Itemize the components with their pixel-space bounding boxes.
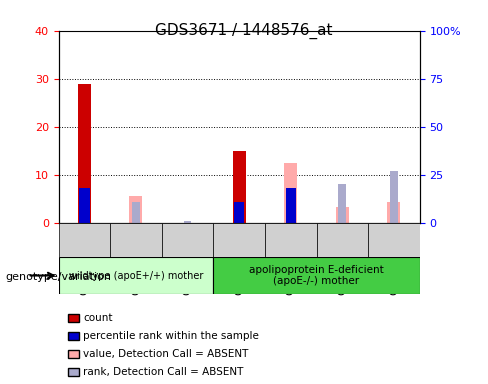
- Bar: [387, 202, 400, 223]
- Bar: [78, 84, 91, 223]
- Text: genotype/variation: genotype/variation: [5, 272, 111, 282]
- Bar: [234, 202, 244, 223]
- Bar: [284, 163, 297, 223]
- FancyBboxPatch shape: [213, 223, 265, 257]
- Text: rank, Detection Call = ABSENT: rank, Detection Call = ABSENT: [83, 367, 244, 377]
- Bar: [233, 151, 245, 223]
- Bar: [79, 188, 89, 223]
- FancyBboxPatch shape: [110, 223, 162, 257]
- FancyBboxPatch shape: [162, 223, 213, 257]
- Text: apolipoprotein E-deficient
(apoE-/-) mother: apolipoprotein E-deficient (apoE-/-) mot…: [249, 265, 384, 286]
- Text: value, Detection Call = ABSENT: value, Detection Call = ABSENT: [83, 349, 248, 359]
- Bar: [129, 196, 142, 223]
- FancyBboxPatch shape: [59, 223, 110, 257]
- Bar: [287, 188, 295, 223]
- Text: GDS3671 / 1448576_at: GDS3671 / 1448576_at: [155, 23, 333, 39]
- Text: percentile rank within the sample: percentile rank within the sample: [83, 331, 259, 341]
- Text: wildtype (apoE+/+) mother: wildtype (apoE+/+) mother: [69, 270, 203, 281]
- FancyBboxPatch shape: [213, 257, 420, 294]
- Text: count: count: [83, 313, 112, 323]
- Bar: [285, 188, 296, 223]
- FancyBboxPatch shape: [59, 257, 213, 294]
- FancyBboxPatch shape: [368, 223, 420, 257]
- FancyBboxPatch shape: [317, 223, 368, 257]
- FancyBboxPatch shape: [265, 223, 317, 257]
- Bar: [390, 171, 398, 223]
- Bar: [132, 202, 140, 223]
- Bar: [339, 184, 346, 223]
- Bar: [336, 207, 349, 223]
- Bar: [183, 221, 191, 223]
